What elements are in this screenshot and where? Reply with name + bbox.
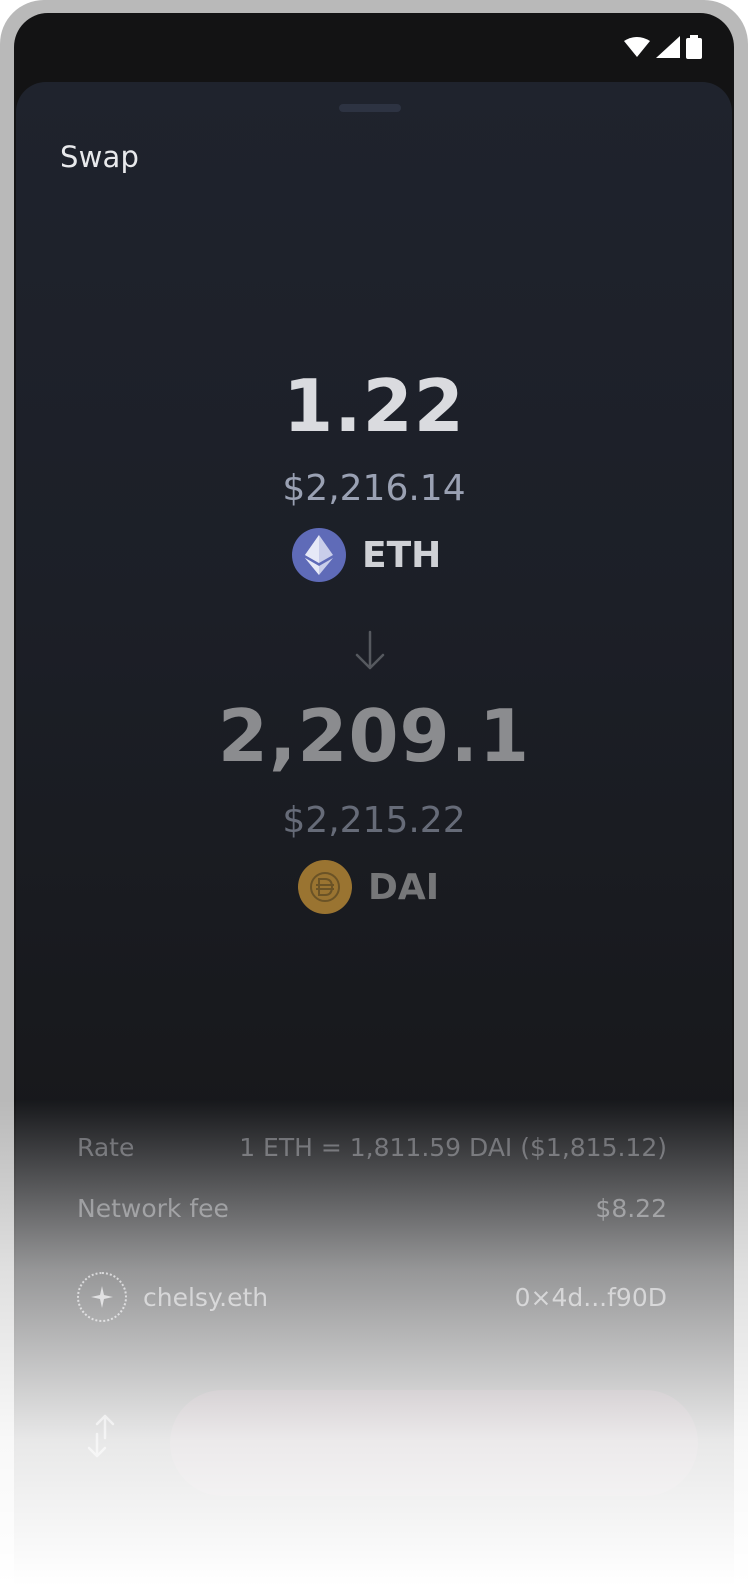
dai-logo-icon	[298, 860, 352, 914]
phone-screen: Swap 1.22 $2,216.14 ETH 2,209.1 $2,215.2…	[14, 13, 734, 1586]
network-fee-value: $8.22	[595, 1194, 667, 1223]
status-bar	[14, 13, 734, 83]
status-icons	[624, 35, 702, 59]
cellular-signal-icon	[656, 36, 680, 58]
swap-direction-icon[interactable]	[86, 1414, 116, 1458]
swap-button[interactable]	[170, 1390, 698, 1496]
network-fee-row[interactable]: Network fee $8.22	[77, 1194, 667, 1223]
from-amount: 1.22	[283, 364, 465, 448]
rate-row: Rate 1 ETH = 1,811.59 DAI ($1,815.12)	[77, 1133, 667, 1162]
to-usd-value: $2,215.22	[282, 800, 466, 841]
wallet-name: chelsy.eth	[143, 1282, 269, 1312]
wallet-avatar-icon	[77, 1272, 127, 1322]
from-usd-value: $2,216.14	[282, 468, 466, 509]
swap-sheet: Swap 1.22 $2,216.14 ETH 2,209.1 $2,215.2…	[16, 82, 732, 1586]
from-token: ETH	[292, 528, 441, 582]
sheet-title: Swap	[60, 140, 140, 174]
drag-handle[interactable]	[339, 104, 401, 112]
rate-label: Rate	[77, 1133, 135, 1162]
to-token-symbol: DAI	[368, 866, 440, 908]
wifi-icon	[624, 37, 650, 57]
rate-value: 1 ETH = 1,811.59 DAI ($1,815.12)	[239, 1133, 667, 1162]
to-token: DAI	[298, 860, 439, 914]
ethereum-logo-icon	[292, 528, 346, 582]
action-bar	[16, 1372, 732, 1496]
network-fee-label: Network fee	[77, 1194, 229, 1223]
from-token-symbol: ETH	[362, 534, 442, 576]
battery-icon	[686, 35, 702, 59]
wallet-identity: chelsy.eth	[77, 1272, 268, 1322]
to-amount: 2,209.1	[217, 694, 531, 778]
wallet-address: 0×4d...f90D	[514, 1282, 667, 1312]
arrow-down-icon	[355, 630, 385, 670]
wallet-row[interactable]: chelsy.eth 0×4d...f90D	[77, 1272, 667, 1322]
